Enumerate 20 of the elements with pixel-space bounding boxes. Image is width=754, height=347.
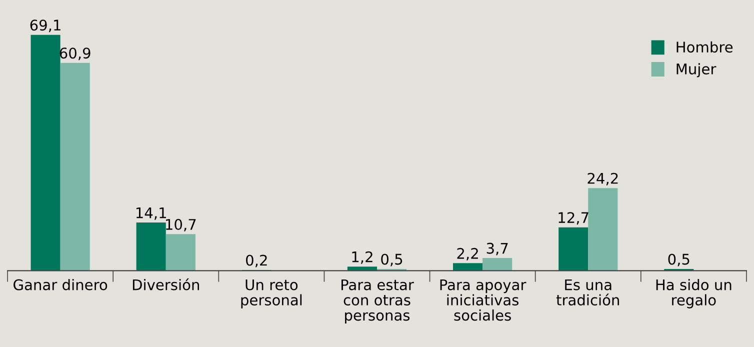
legend-label: Hombre [676, 41, 733, 53]
data-label: 24,2 [588, 172, 618, 186]
data-label: 1,2 [352, 251, 372, 264]
data-label: 14,1 [136, 207, 166, 220]
x-tick-label: Para apoyar iniciativas sociales [440, 279, 526, 321]
data-label: 10,7 [166, 218, 196, 232]
x-tick-label: Un reto personal [241, 279, 302, 308]
x-tick-label: Diversión [132, 278, 199, 290]
x-tick-label: Ganar dinero [14, 278, 108, 290]
x-tick-label: Es una tradición [556, 279, 619, 306]
data-label: 0,5 [668, 254, 690, 266]
data-label: 2,2 [457, 248, 478, 260]
data-label: 0,2 [246, 254, 267, 268]
data-label: 69,1 [30, 20, 60, 32]
data-label: 12,7 [558, 212, 588, 225]
data-label: 0,5 [381, 254, 402, 266]
legend-label: Mujer [676, 63, 716, 78]
x-tick-label: Ha sido un regalo [656, 278, 732, 308]
x-tick-label: Para estar con otras personas [342, 279, 414, 324]
data-label: 3,7 [486, 242, 508, 256]
